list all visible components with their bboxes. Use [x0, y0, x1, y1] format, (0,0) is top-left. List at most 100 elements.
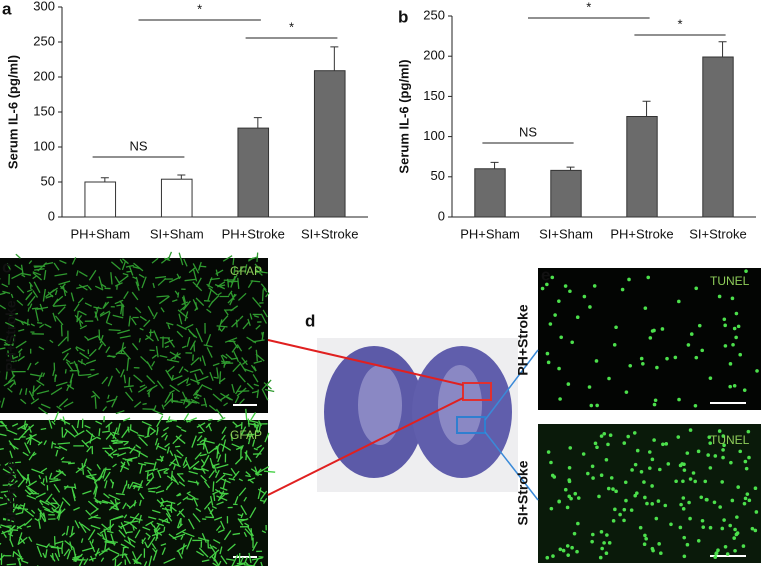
texture — [164, 434, 169, 441]
texture — [40, 481, 46, 486]
texture — [642, 480, 646, 484]
texture — [28, 451, 36, 461]
texture — [235, 446, 243, 451]
texture — [545, 282, 549, 287]
texture — [663, 503, 668, 508]
texture — [235, 319, 238, 328]
texture — [178, 366, 184, 374]
texture — [605, 533, 609, 537]
texture — [165, 486, 169, 491]
texture — [88, 348, 97, 357]
texture — [172, 434, 182, 445]
connector — [484, 431, 539, 501]
texture — [118, 529, 126, 538]
texture — [576, 521, 580, 526]
error-bar — [718, 41, 727, 58]
texture — [84, 424, 91, 429]
texture — [157, 467, 168, 472]
texture — [110, 261, 121, 270]
panel-letter: a — [2, 0, 12, 18]
texture — [108, 354, 115, 359]
texture — [169, 506, 173, 513]
texture — [151, 257, 159, 264]
texture — [17, 555, 23, 561]
texture — [221, 434, 226, 441]
texture — [76, 310, 79, 321]
texture — [39, 499, 50, 506]
texture — [62, 285, 67, 297]
texture — [208, 300, 214, 308]
texture — [192, 263, 200, 274]
texture — [679, 502, 683, 507]
texture — [0, 347, 6, 350]
texture — [81, 462, 85, 475]
texture — [181, 543, 185, 555]
texture — [682, 462, 686, 467]
texture — [132, 525, 135, 531]
texture — [156, 415, 164, 428]
texture — [731, 342, 735, 347]
texture — [557, 299, 561, 303]
texture — [163, 397, 173, 407]
panel-letter: e — [541, 265, 550, 284]
texture — [54, 446, 61, 449]
texture — [128, 522, 138, 530]
texture — [184, 278, 197, 282]
texture — [186, 336, 191, 347]
texture — [197, 332, 203, 343]
texture — [94, 309, 99, 318]
texture — [133, 401, 142, 408]
texture — [730, 498, 735, 503]
texture — [743, 459, 748, 464]
texture — [27, 480, 37, 487]
texture — [15, 511, 24, 516]
texture — [220, 520, 225, 530]
texture — [639, 356, 644, 361]
texture — [231, 383, 235, 393]
texture — [147, 536, 156, 549]
texture — [34, 308, 39, 322]
texture — [741, 544, 746, 548]
texture — [177, 523, 183, 529]
texture — [203, 397, 208, 408]
texture — [116, 352, 127, 355]
y-tick-label: 300 — [33, 0, 55, 13]
texture — [202, 437, 207, 446]
texture — [169, 384, 180, 393]
texture — [95, 420, 103, 425]
texture — [87, 529, 96, 541]
texture — [231, 443, 241, 449]
texture — [94, 396, 97, 409]
texture — [57, 442, 71, 445]
texture — [567, 465, 572, 470]
texture — [131, 342, 139, 351]
panel-letter: c — [2, 257, 11, 276]
texture — [155, 489, 165, 494]
texture — [177, 309, 189, 319]
texture — [143, 561, 148, 566]
texture — [161, 547, 166, 556]
texture — [54, 273, 68, 277]
texture — [52, 298, 59, 307]
texture — [661, 442, 665, 447]
texture — [207, 506, 215, 519]
texture — [240, 505, 248, 516]
texture — [20, 426, 27, 431]
texture — [1, 530, 9, 535]
texture — [117, 423, 121, 434]
texture — [196, 422, 206, 428]
texture — [82, 490, 92, 495]
texture — [240, 444, 244, 451]
texture — [734, 311, 739, 316]
texture — [63, 548, 70, 557]
texture — [130, 317, 137, 326]
texture — [566, 553, 570, 557]
texture — [96, 436, 102, 440]
texture — [627, 277, 631, 282]
texture — [6, 263, 12, 271]
texture — [118, 275, 129, 283]
texture — [128, 537, 136, 544]
texture — [635, 448, 640, 453]
texture — [261, 289, 264, 302]
texture — [700, 348, 705, 353]
